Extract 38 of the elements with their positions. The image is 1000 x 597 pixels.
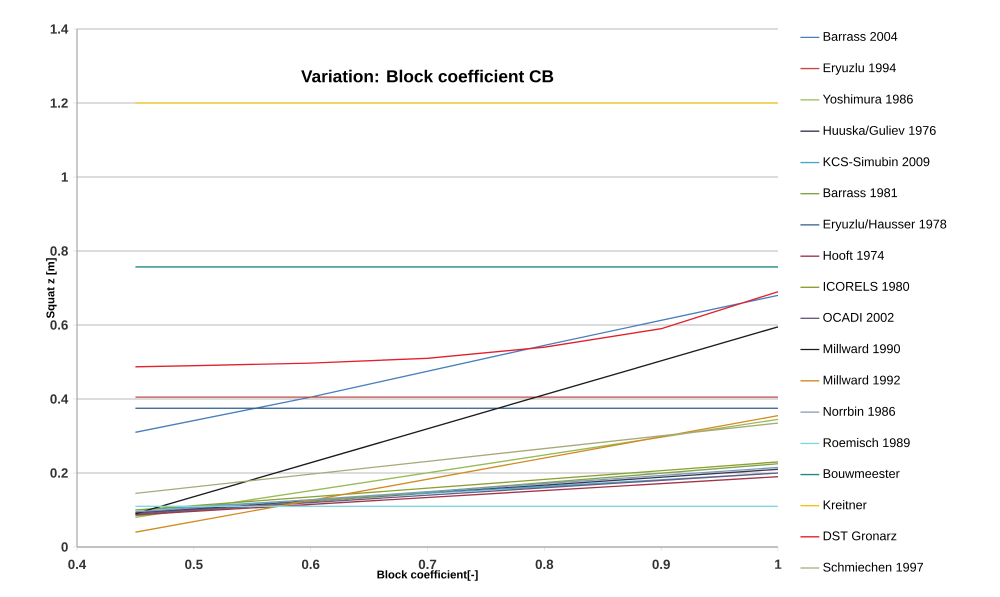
y-tick-label: 0.4 <box>50 394 68 404</box>
legend-label: Barrass 1981 <box>824 188 898 198</box>
legend-label: DST Gronarz <box>824 531 896 540</box>
x-tick-label: 0.8 <box>536 560 554 570</box>
y-tick-label: 0.8 <box>50 246 68 256</box>
y-tick-label: 1 <box>62 172 68 182</box>
legend-label: Bouwmeester <box>824 469 900 478</box>
y-tick-label: 1.2 <box>50 98 68 108</box>
legend-label: Norrbin 1986 <box>824 406 896 416</box>
legend-label: Eryuzlu 1994 <box>824 62 896 75</box>
legend-label: KCS-Simubin 2009 <box>824 156 930 166</box>
x-tick-label: 1 <box>775 560 782 569</box>
x-tick-label: 0.5 <box>185 560 203 570</box>
x-tick-label: 0.4 <box>68 560 86 570</box>
y-tick-label: 0.6 <box>50 320 68 330</box>
legend-label: Yoshimura 1986 <box>822 94 913 104</box>
legend-label: Hooft 1974 <box>824 250 884 260</box>
x-tick-label: 0.6 <box>302 560 320 570</box>
legend-label: Millward 1992 <box>824 375 900 385</box>
legend-label: Roemisch 1989 <box>824 438 910 448</box>
y-tick-label: 0.2 <box>50 468 68 478</box>
legend-label: Eryuzlu/Hausser 1978 <box>824 219 946 232</box>
x-tick-label: 0.7 <box>418 560 436 570</box>
line-series <box>134 291 779 368</box>
legend-label: Huuska/Guliev 1976 <box>824 126 936 135</box>
legend-label: Kreitner <box>824 500 867 510</box>
legend-label: Schmiechen 1997 <box>823 562 924 572</box>
text: Variation: Block coefficient CB <box>301 70 554 82</box>
legend-label: Millward 1990 <box>824 344 900 354</box>
legend-label: Barrass 2004 <box>824 32 898 41</box>
legend-label: OCADI 2002 <box>823 312 894 322</box>
line-series <box>134 294 779 433</box>
legend-label: ICORELS 1980 <box>824 282 910 291</box>
x-axis-title: Block coefficient[-] <box>377 570 478 581</box>
y-tick-label: 1.4 <box>50 24 68 34</box>
x-tick-label: 0.9 <box>652 560 670 570</box>
y-axis-title: Squat z [m] <box>46 258 57 318</box>
y-tick-label: 0 <box>61 542 68 552</box>
